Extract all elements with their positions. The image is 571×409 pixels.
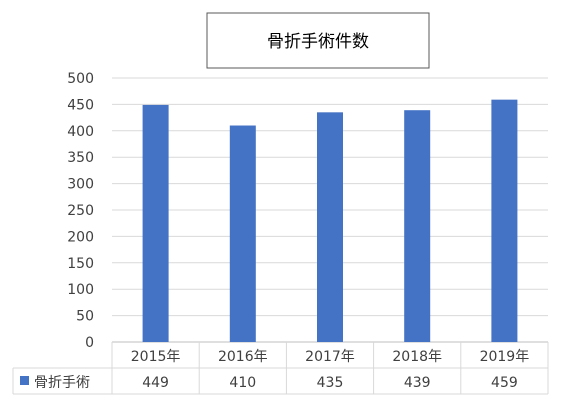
y-axis-tick-labels: 0 50 100 150 200 250 300 350 400 450 500 <box>67 71 94 351</box>
category-label: 2017年 <box>305 349 355 365</box>
data-table-value: 449 <box>142 375 169 391</box>
category-label: 2016年 <box>218 349 268 365</box>
category-label: 2015年 <box>131 349 181 365</box>
y-tick-label: 50 <box>76 309 94 325</box>
y-tick-label: 450 <box>67 97 94 113</box>
bar <box>317 112 343 342</box>
bar <box>142 104 169 342</box>
data-table-value: 459 <box>491 375 518 391</box>
y-tick-label: 500 <box>67 71 94 87</box>
y-tick-label: 150 <box>67 256 94 272</box>
category-label: 2018年 <box>392 349 442 365</box>
chart-title-border <box>206 12 430 69</box>
data-table-value: 435 <box>317 375 344 391</box>
data-table-value: 410 <box>229 375 256 391</box>
y-tick-label: 0 <box>85 335 94 351</box>
legend-series-label: 骨折手術 <box>34 375 90 391</box>
chart-title-box: 骨折手術件数 <box>206 12 430 69</box>
bar <box>229 125 256 343</box>
y-tick-label: 250 <box>67 203 94 219</box>
bar <box>404 110 431 342</box>
y-tick-label: 350 <box>67 150 94 166</box>
bar <box>491 99 518 342</box>
data-table-value: 439 <box>404 375 431 391</box>
chart-title: 骨折手術件数 <box>267 32 369 52</box>
y-tick-label: 200 <box>67 229 94 245</box>
legend-swatch <box>20 376 29 385</box>
category-label: 2019年 <box>480 349 530 365</box>
y-tick-label: 100 <box>67 282 94 298</box>
bar-series <box>142 99 518 343</box>
y-tick-label: 300 <box>67 177 94 193</box>
y-tick-label: 400 <box>67 124 94 140</box>
